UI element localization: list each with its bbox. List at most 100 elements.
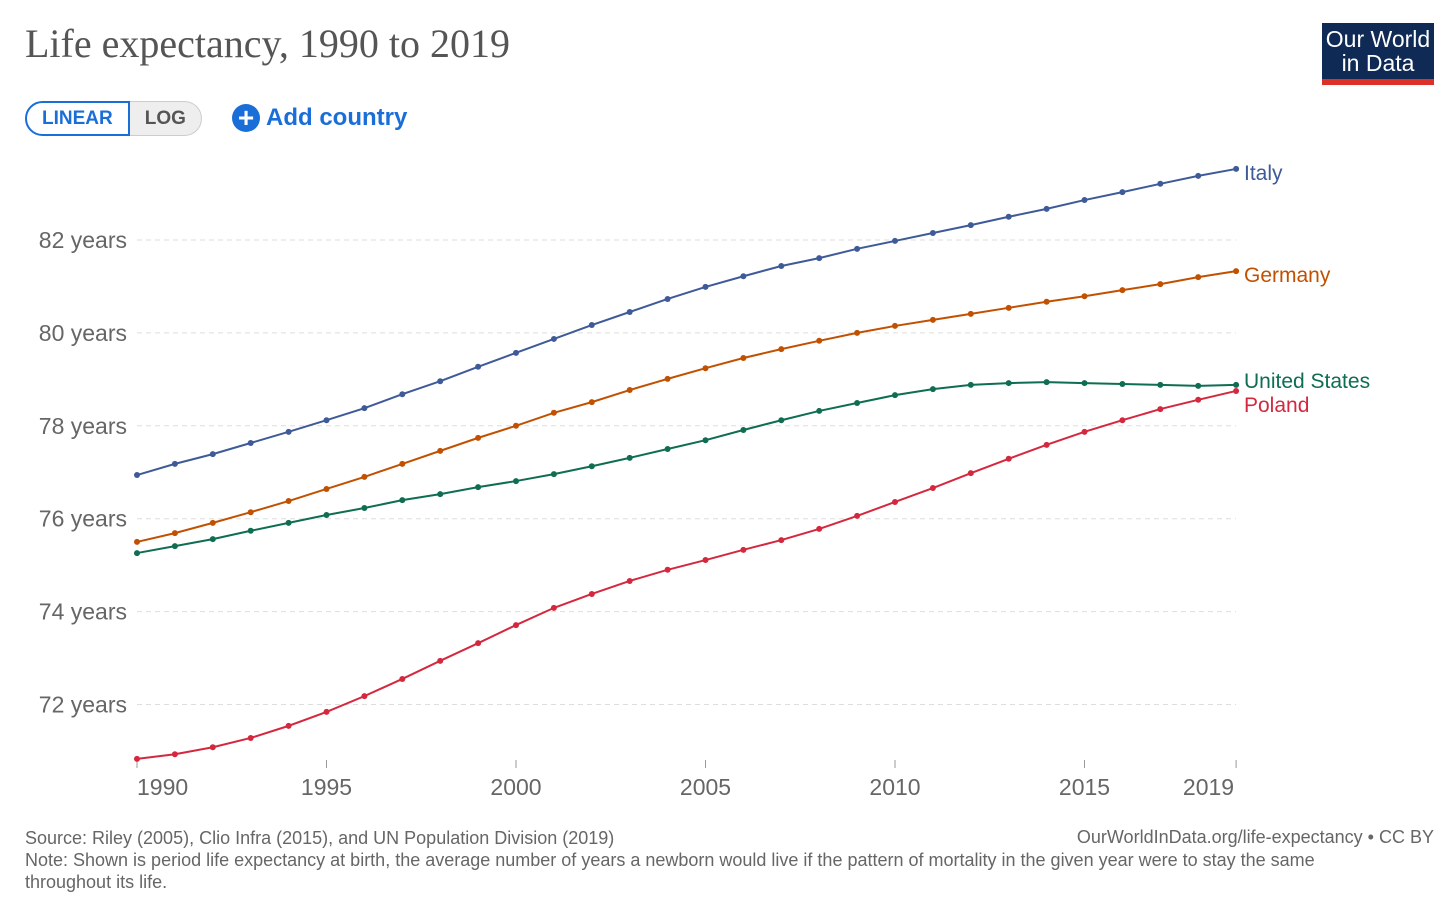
data-point bbox=[550, 471, 557, 478]
data-point bbox=[285, 428, 292, 435]
data-point bbox=[513, 622, 519, 629]
data-point bbox=[967, 310, 974, 317]
data-point bbox=[247, 509, 254, 516]
data-point bbox=[323, 511, 330, 518]
data-point bbox=[967, 381, 974, 388]
data-point bbox=[475, 363, 482, 370]
data-point bbox=[1081, 197, 1088, 204]
series-line-poland bbox=[136, 389, 1237, 760]
data-point bbox=[1005, 304, 1012, 311]
x-tick-label: 2010 bbox=[869, 774, 920, 800]
data-point bbox=[285, 519, 292, 526]
data-point bbox=[475, 640, 482, 647]
data-point bbox=[1195, 172, 1202, 179]
data-point bbox=[399, 497, 406, 504]
data-point bbox=[892, 498, 898, 505]
data-point bbox=[550, 604, 557, 611]
data-point bbox=[854, 512, 861, 519]
series-label: Italy bbox=[1244, 162, 1283, 185]
data-point bbox=[209, 536, 216, 543]
data-point bbox=[171, 543, 178, 550]
x-tick-label: 2000 bbox=[490, 774, 541, 800]
series-label: Germany bbox=[1244, 264, 1331, 287]
linear-button[interactable]: LINEAR bbox=[25, 101, 130, 136]
data-point bbox=[171, 751, 178, 758]
data-point bbox=[929, 316, 936, 323]
chart-title: Life expectancy, 1990 to 2019 bbox=[25, 21, 511, 66]
data-point bbox=[247, 734, 254, 741]
plus-icon: + bbox=[232, 104, 260, 132]
data-point bbox=[361, 693, 368, 700]
y-tick-label: 76 years bbox=[39, 506, 127, 532]
data-point bbox=[588, 590, 595, 597]
data-point bbox=[664, 375, 671, 382]
data-point bbox=[778, 537, 785, 544]
data-point bbox=[1157, 381, 1164, 388]
data-point bbox=[247, 439, 254, 446]
y-tick-label: 80 years bbox=[39, 320, 127, 346]
data-point bbox=[816, 255, 823, 262]
data-point bbox=[134, 472, 140, 479]
data-point bbox=[892, 392, 898, 399]
x-tick-label: 2015 bbox=[1059, 774, 1110, 800]
data-point bbox=[437, 447, 444, 454]
data-point bbox=[778, 263, 785, 270]
source-text: Source: Riley (2005), Clio Infra (2015),… bbox=[25, 828, 615, 848]
data-point bbox=[816, 337, 823, 344]
add-country-button[interactable]: + Add country bbox=[232, 104, 407, 132]
data-point bbox=[171, 530, 178, 537]
data-point bbox=[323, 417, 330, 424]
data-point bbox=[285, 722, 292, 729]
data-point bbox=[929, 485, 936, 492]
data-point bbox=[1081, 380, 1088, 387]
data-point bbox=[513, 349, 519, 356]
data-point bbox=[323, 485, 330, 492]
data-point bbox=[740, 546, 747, 553]
x-tick-label: 1990 bbox=[137, 774, 188, 800]
data-point bbox=[209, 519, 216, 526]
data-point bbox=[550, 335, 557, 342]
data-point bbox=[399, 675, 406, 682]
owid-logo[interactable]: Our World in Data bbox=[1322, 23, 1434, 85]
data-point bbox=[664, 295, 671, 302]
data-point bbox=[361, 505, 368, 512]
data-point bbox=[664, 566, 671, 573]
data-point bbox=[854, 245, 861, 252]
data-point bbox=[702, 365, 709, 372]
data-point bbox=[854, 329, 861, 336]
source-url-link[interactable]: OurWorldInData.org/life-expectancy • CC … bbox=[1076, 827, 1434, 847]
data-point bbox=[513, 422, 519, 429]
data-point bbox=[437, 657, 444, 664]
data-point bbox=[1119, 287, 1126, 294]
data-point bbox=[171, 460, 178, 467]
data-point bbox=[1005, 213, 1012, 220]
data-point bbox=[1195, 396, 1202, 403]
data-point bbox=[854, 400, 861, 407]
data-point bbox=[664, 446, 671, 453]
data-point bbox=[588, 463, 595, 470]
data-point bbox=[1233, 165, 1240, 172]
data-point bbox=[740, 273, 747, 280]
data-point bbox=[550, 409, 557, 416]
y-tick-label: 78 years bbox=[39, 413, 127, 439]
data-point bbox=[892, 237, 898, 244]
y-tick-label: 74 years bbox=[39, 599, 127, 625]
data-point bbox=[1043, 298, 1050, 305]
data-point bbox=[1119, 189, 1126, 196]
data-point bbox=[361, 405, 368, 412]
data-point bbox=[929, 230, 936, 237]
data-point bbox=[1081, 293, 1088, 300]
data-point bbox=[1043, 379, 1050, 386]
data-point bbox=[1157, 406, 1164, 413]
data-point bbox=[134, 538, 140, 545]
logo-line-1: Our World bbox=[1325, 26, 1431, 52]
data-point bbox=[323, 708, 330, 715]
series-line-italy bbox=[136, 167, 1237, 476]
data-point bbox=[588, 399, 595, 406]
data-point bbox=[702, 283, 709, 290]
data-point bbox=[513, 478, 519, 485]
data-point bbox=[778, 346, 785, 353]
data-point bbox=[1043, 205, 1050, 212]
add-country-label: Add country bbox=[266, 104, 408, 131]
log-button[interactable]: LOG bbox=[129, 101, 202, 136]
